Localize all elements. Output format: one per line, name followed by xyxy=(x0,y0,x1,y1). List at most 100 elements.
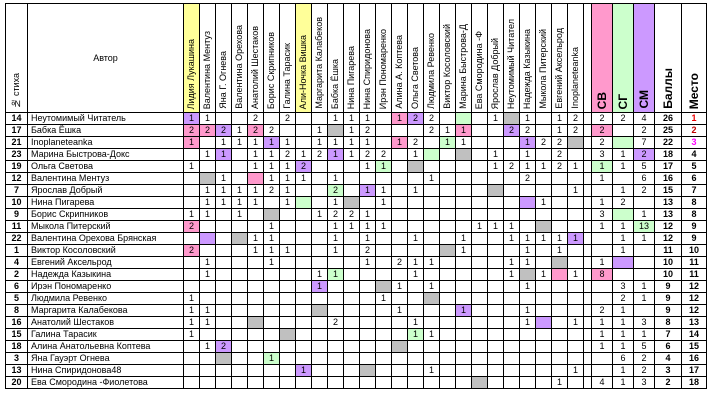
score: 22 xyxy=(654,136,682,149)
vote xyxy=(183,256,200,269)
vote xyxy=(471,148,488,161)
place: 3 xyxy=(681,136,707,149)
place: 16 xyxy=(681,352,707,365)
row: 22 Валентина Орехова Брянская 1 1 1 1 1 1 1 1 1 1 1 1… xyxy=(5,232,707,245)
vote xyxy=(327,280,344,293)
vote: 1 xyxy=(535,196,552,209)
vote xyxy=(567,304,584,317)
vote: 1 xyxy=(311,280,328,293)
vote xyxy=(423,292,440,305)
vote: 1 xyxy=(247,196,264,209)
place: 12 xyxy=(681,292,707,305)
sm: 1 xyxy=(633,232,655,245)
score: 12 xyxy=(654,220,682,233)
sv: 8 xyxy=(591,268,613,281)
row: 17 Бабка Ёшка 2 2 2 1 2 2 1 1 2 2 1 1 2 2 1 2 2 2 25 2 xyxy=(5,124,707,137)
vote: 1 xyxy=(279,184,296,197)
vote xyxy=(487,364,504,377)
vote: 2 xyxy=(215,340,232,353)
vote xyxy=(471,160,488,173)
vote: 2 xyxy=(263,184,280,197)
vote xyxy=(551,352,568,365)
vote xyxy=(295,232,312,245)
vote xyxy=(263,112,280,125)
vote xyxy=(391,340,408,353)
vote: 1 xyxy=(487,148,504,161)
judge-header: Ольга Светова xyxy=(407,3,424,113)
vote xyxy=(535,244,552,257)
vote: 1 xyxy=(247,184,264,197)
vote: 1 xyxy=(263,352,280,365)
place: 6 xyxy=(681,172,707,185)
vote xyxy=(199,364,216,377)
author: Яна Гауэрт Огнева xyxy=(27,352,184,365)
vote: 2 xyxy=(327,208,344,221)
vote xyxy=(471,184,488,197)
vote xyxy=(423,268,440,281)
vote: 1 xyxy=(263,220,280,233)
vote xyxy=(215,268,232,281)
vote xyxy=(551,280,568,293)
place: 1 xyxy=(681,112,707,125)
judge-header-text: Лидия Лукашина xyxy=(186,38,196,109)
vote xyxy=(391,316,408,329)
judge-header-text: Яна Г. Огнева xyxy=(218,51,228,109)
vote: 1 xyxy=(199,184,216,197)
vote xyxy=(375,244,392,257)
vote: 1 xyxy=(519,304,536,317)
row: 19 Ольга Светова 1 1 1 1 2 1 1 1 2 1 1 2 1 1 1 5 17 5 xyxy=(5,160,707,173)
vote xyxy=(327,292,344,305)
poem-number: 9 xyxy=(5,208,28,221)
vote: 1 xyxy=(279,172,296,185)
score-header: Баллы xyxy=(654,3,682,113)
vote xyxy=(407,124,424,137)
vote: 1 xyxy=(279,136,296,149)
vote xyxy=(535,208,552,221)
author-header: Автор xyxy=(27,3,184,113)
vote xyxy=(503,148,520,161)
vote xyxy=(247,352,264,365)
vote xyxy=(407,208,424,221)
spacer xyxy=(583,112,592,125)
place: 5 xyxy=(681,160,707,173)
row: 18 Алина Анатольевна Коптева 1 2 1 1 5 6 15 xyxy=(5,340,707,353)
vote xyxy=(519,268,536,281)
vote xyxy=(551,172,568,185)
spacer xyxy=(583,328,592,341)
vote xyxy=(503,196,520,209)
vote xyxy=(551,184,568,197)
place-header-text: Место xyxy=(687,72,701,109)
vote xyxy=(295,352,312,365)
vote: 2 xyxy=(343,208,360,221)
vote xyxy=(455,208,472,221)
vote xyxy=(439,160,456,173)
vote xyxy=(343,184,360,197)
vote: 1 xyxy=(423,256,440,269)
judge-header-text: Неутомимый Читател xyxy=(506,18,516,109)
vote xyxy=(503,208,520,221)
author: Виктор Косоловский xyxy=(27,244,184,257)
poem-number: 19 xyxy=(5,160,28,173)
judge-header-text: Виктор Косоловский xyxy=(442,24,452,109)
vote: 1 xyxy=(263,256,280,269)
place-header: Место xyxy=(681,3,707,113)
judge-header: Ярослав Добрый xyxy=(487,3,504,113)
vote xyxy=(567,256,584,269)
vote xyxy=(359,292,376,305)
judge-header: Нина Спиридонова xyxy=(359,3,376,113)
sg: 1 xyxy=(612,376,634,389)
vote: 1 xyxy=(199,316,216,329)
vote xyxy=(295,136,312,149)
vote xyxy=(535,280,552,293)
vote xyxy=(407,364,424,377)
vote xyxy=(503,112,520,125)
vote xyxy=(263,340,280,353)
vote xyxy=(359,268,376,281)
vote xyxy=(231,256,248,269)
vote xyxy=(455,160,472,173)
vote xyxy=(407,196,424,209)
vote xyxy=(359,376,376,389)
vote xyxy=(503,340,520,353)
poem-number: 1 xyxy=(5,244,28,257)
vote xyxy=(423,244,440,257)
